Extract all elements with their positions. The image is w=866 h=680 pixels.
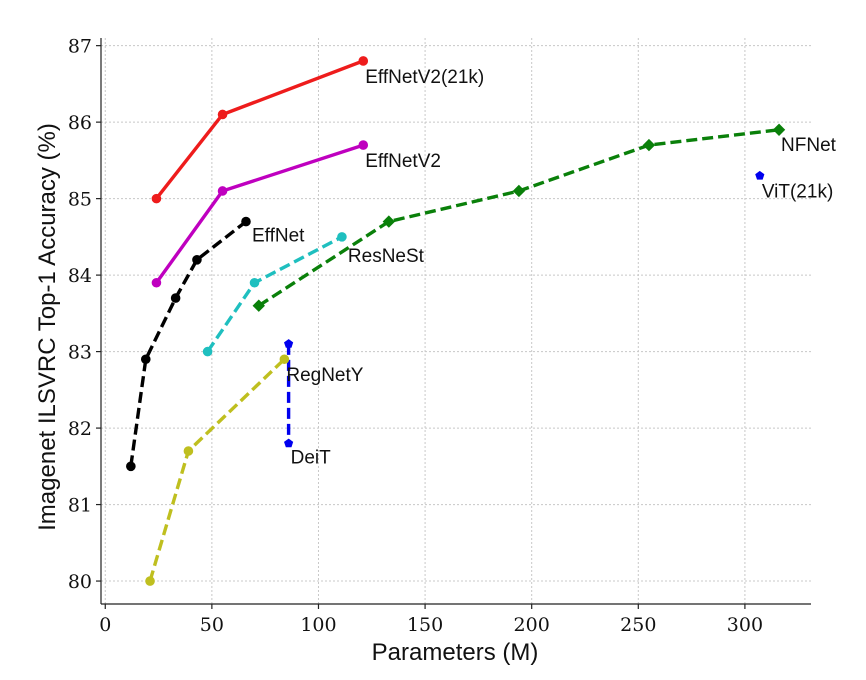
series-line-effnetv2 <box>155 143 364 284</box>
x-tick-label: 0 <box>99 614 111 636</box>
y-axis-title: Imagenet ILSVRC Top-1 Accuracy (%) <box>34 123 61 531</box>
grid <box>101 38 811 604</box>
series-label-vit-21k: ViT(21k) <box>762 182 833 203</box>
data-point-vit-21k <box>755 170 765 180</box>
data-point-effnetv2 <box>217 186 228 196</box>
series-label-regnety: RegNetY <box>286 365 363 386</box>
data-point-effnet <box>241 216 251 227</box>
data-point-nfnet <box>642 138 656 152</box>
data-point-nfnet <box>382 215 396 228</box>
series-nfnet <box>252 123 786 312</box>
series-resnest <box>202 232 347 357</box>
series-label-effnetv2-21k: EffNetV2(21k) <box>365 67 484 88</box>
data-point-effnet <box>140 354 151 365</box>
y-tick-label: 80 <box>68 571 92 593</box>
data-point-effnetv2-21k <box>151 193 162 204</box>
series-labels: EffNetV2(21k) EffNetV2 EffNet ResNeSt NFNet V… <box>252 67 837 468</box>
data-point-resnest <box>337 232 347 242</box>
data-point-effnet <box>126 461 136 472</box>
series-label-effnet: EffNet <box>252 226 305 247</box>
series-label-effnetv2: EffNetV2 <box>365 151 441 172</box>
data-point-effnetv2 <box>358 140 369 150</box>
data-point-effnetv2-21k <box>217 109 228 120</box>
series-label-nfnet: NFNet <box>781 135 837 156</box>
data-point-regnety <box>279 354 290 365</box>
data-point-nfnet <box>772 123 786 136</box>
series-line-nfnet <box>257 128 780 308</box>
data-point-resnest <box>202 346 213 357</box>
x-tick-label: 200 <box>514 614 550 636</box>
series-effnetv2-21k <box>151 56 369 204</box>
data-point-deit <box>284 339 294 348</box>
x-tick-label: 250 <box>620 614 656 636</box>
x-axis-title: Parameters (M) <box>372 639 539 666</box>
data-point-nfnet <box>252 299 265 312</box>
series-effnetv2 <box>151 140 369 288</box>
x-tick-label: 150 <box>407 614 443 636</box>
series-label-resnest: ResNeSt <box>348 246 425 267</box>
series-layer <box>126 56 786 586</box>
series-effnet <box>126 216 251 472</box>
data-point-resnest <box>249 277 260 288</box>
y-tick-label: 83 <box>68 342 92 364</box>
x-tick-label: 300 <box>727 614 763 636</box>
data-point-regnety <box>145 576 155 586</box>
data-point-effnet <box>170 293 181 303</box>
axes <box>96 38 811 609</box>
y-tick-label: 84 <box>68 265 92 287</box>
y-tick-label: 86 <box>68 112 92 134</box>
series-regnety <box>145 354 290 586</box>
series-line-regnety <box>148 357 286 582</box>
y-tick-label: 82 <box>68 418 92 440</box>
data-point-deit <box>284 438 294 448</box>
y-tick-label: 85 <box>68 189 92 211</box>
data-point-effnet <box>192 255 202 265</box>
series-label-deit: DeiT <box>291 447 332 468</box>
data-point-regnety <box>183 446 194 456</box>
data-point-effnetv2 <box>151 277 162 288</box>
data-point-effnetv2-21k <box>358 56 369 66</box>
tick-labels: 0 50 100 150 200 250 300 80 81 82 83 84 85 86 87 <box>68 36 763 636</box>
y-tick-label: 81 <box>68 495 92 517</box>
series-vit-21k <box>755 170 765 180</box>
data-point-nfnet <box>512 184 526 198</box>
x-tick-label: 50 <box>200 614 224 636</box>
x-tick-label: 100 <box>300 614 336 636</box>
series-line-effnet <box>129 220 248 467</box>
y-tick-label: 87 <box>68 36 92 58</box>
